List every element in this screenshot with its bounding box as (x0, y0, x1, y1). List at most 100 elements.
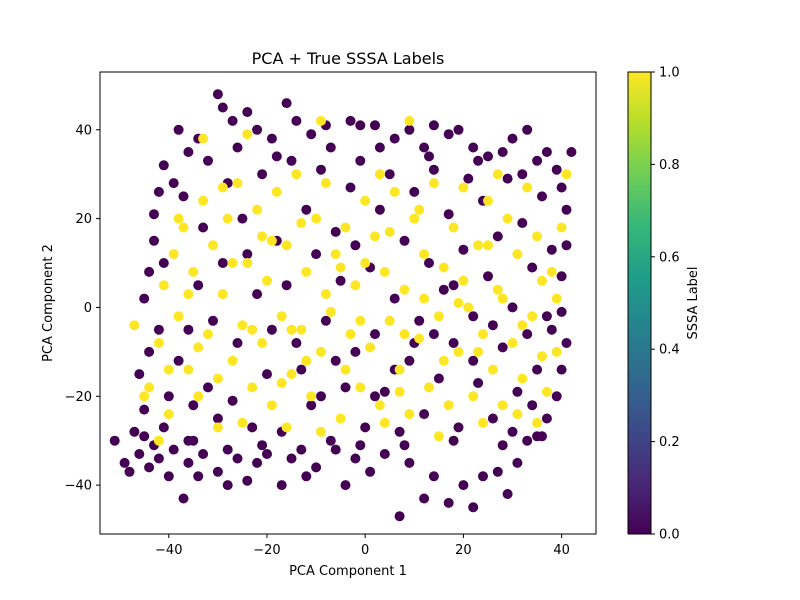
scatter-point (458, 244, 469, 255)
scatter-point (541, 311, 552, 322)
scatter-point (370, 231, 380, 242)
scatter-point (163, 391, 174, 402)
scatter-point (379, 386, 390, 397)
scatter-point (271, 186, 282, 197)
y-tick-label: −20 (65, 390, 92, 405)
scatter-point (438, 262, 449, 273)
scatter-point (473, 240, 484, 251)
scatter-point (458, 480, 469, 491)
x-tick-label: −40 (155, 543, 182, 558)
scatter-point (330, 444, 341, 455)
scatter-point (242, 475, 253, 486)
scatter-point (193, 280, 204, 291)
scatter-point (306, 129, 317, 140)
scatter-point (561, 240, 572, 251)
scatter-point (384, 315, 395, 326)
scatter-point (144, 266, 155, 277)
scatter-point (551, 391, 562, 402)
scatter-point (541, 413, 552, 424)
scatter-point (227, 115, 238, 126)
scatter-point (556, 306, 567, 317)
scatter-point (252, 124, 263, 135)
scatter-point (301, 471, 312, 482)
scatter-point (419, 409, 430, 420)
scatter-point (384, 226, 395, 237)
scatter-point (173, 124, 184, 135)
scatter-point (355, 155, 366, 166)
scatter-point (433, 431, 444, 442)
scatter-point (483, 151, 493, 162)
scatter-point (316, 426, 326, 437)
scatter-point (183, 289, 194, 300)
scatter-point (149, 235, 159, 246)
y-tick-label: 40 (75, 123, 92, 138)
scatter-point (217, 289, 228, 300)
scatter-point (232, 338, 243, 348)
plot-area (99, 71, 597, 535)
scatter-point (487, 320, 498, 331)
scatter-point (257, 169, 268, 180)
scatter-point (276, 480, 287, 491)
scatter-point (276, 378, 287, 388)
scatter-point (227, 395, 238, 406)
scatter-point (183, 147, 194, 157)
scatter-point (537, 351, 547, 362)
colorbar-tick-label: 0.0 (659, 528, 680, 543)
scatter-point (134, 369, 145, 380)
scatter-point (316, 391, 326, 402)
scatter-point (379, 266, 390, 277)
scatter-point (222, 213, 233, 224)
scatter-point (109, 435, 120, 446)
scatter-point (355, 120, 366, 131)
scatter-point (119, 457, 130, 468)
scatter-point (379, 449, 390, 459)
scatter-point (473, 378, 484, 388)
scatter-point (350, 280, 361, 291)
scatter-point (428, 164, 439, 175)
chart-title: PCA + True SSSA Labels (252, 49, 445, 68)
scatter-point (497, 147, 508, 157)
scatter-point (212, 89, 223, 100)
scatter-point (389, 293, 400, 304)
scatter-point (546, 244, 557, 255)
scatter-point (414, 333, 425, 344)
scatter-point (262, 369, 272, 380)
scatter-point (158, 422, 169, 433)
scatter-point (183, 457, 194, 468)
scatter-point (247, 324, 258, 335)
scatter-point (473, 346, 484, 357)
scatter-point (247, 422, 258, 433)
scatter-point (335, 275, 346, 286)
scatter-point (242, 107, 253, 117)
scatter-point (183, 324, 194, 335)
scatter-point (561, 204, 572, 215)
scatter-point (512, 249, 523, 260)
scatter-point (345, 182, 356, 193)
scatter-point (163, 364, 174, 375)
scatter-point (335, 262, 346, 273)
scatter-point (340, 480, 351, 491)
scatter-point (404, 124, 415, 135)
scatter-point (198, 133, 209, 144)
scatter-point (409, 213, 420, 224)
scatter-point (522, 329, 533, 340)
scatter-point (212, 466, 223, 477)
scatter-point (217, 182, 228, 193)
scatter-point (296, 324, 307, 335)
colorbar-ticks: 0.0 0.2 0.4 0.6 0.8 1.0 (651, 66, 680, 543)
scatter-point (149, 209, 159, 220)
scatter-point (428, 471, 439, 482)
scatter-point (242, 249, 253, 260)
scatter-point (458, 275, 469, 286)
scatter-point (443, 129, 454, 140)
scatter-point (178, 493, 189, 504)
scatter-point (178, 222, 189, 233)
scatter-point (374, 204, 385, 215)
scatter-point (546, 324, 557, 335)
scatter-point (355, 440, 366, 451)
scatter-point (517, 320, 528, 331)
scatter-point (478, 471, 488, 482)
scatter-point (301, 355, 312, 366)
scatter-point (404, 409, 415, 420)
scatter-point (178, 191, 189, 202)
